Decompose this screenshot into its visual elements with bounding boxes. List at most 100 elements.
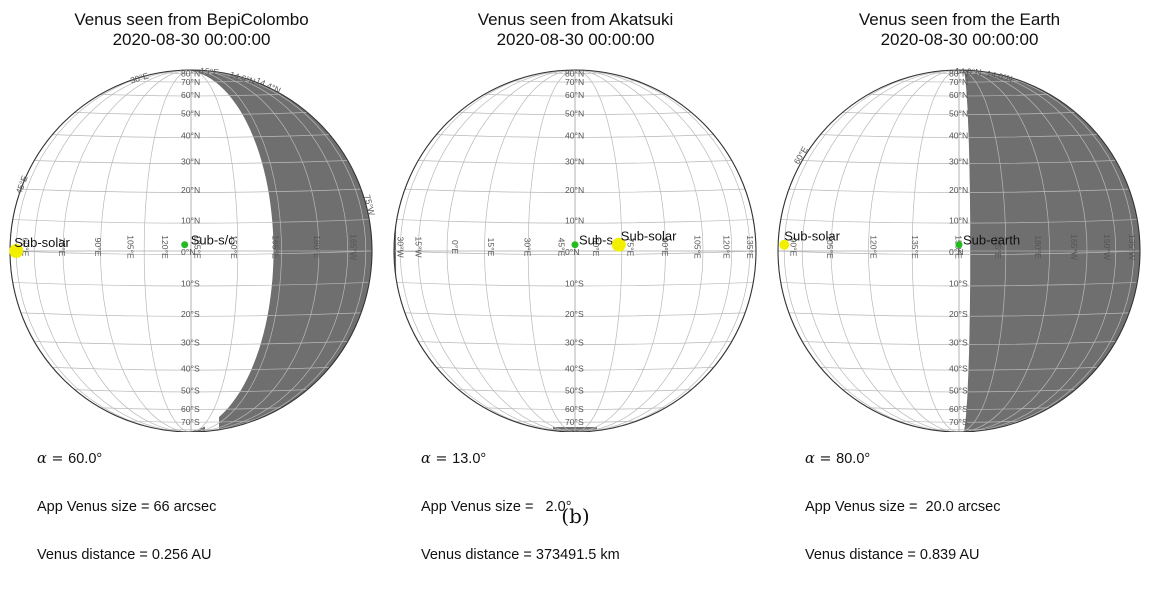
apparent-size: App Venus size = 66 arcsec xyxy=(37,499,217,515)
lat-label: 40°S xyxy=(949,363,968,373)
limb-label: 15°E xyxy=(200,66,220,78)
lat-label: 30°N xyxy=(949,157,968,167)
lat-label: 40°S xyxy=(181,363,200,373)
lat-label: 50°N xyxy=(181,108,200,118)
venus-globe-bepicolombo: 80°N70°N 60°N 50°N 40°N 30°N 20°N 10°N 0°N 10°S 2… xyxy=(9,66,377,432)
lat-label: 10°N xyxy=(181,216,200,226)
lat-label: 10°S xyxy=(565,278,584,288)
lat-label: 60°S xyxy=(565,404,584,414)
lon-label: 30°W xyxy=(396,236,406,258)
venus-globe-akatsuki: 80°N70°N 60°N 50°N 40°N 30°N 20°N 10°N 0°N 10°S 2… xyxy=(393,69,757,432)
panel-datetime: 2020-08-30 00:00:00 xyxy=(496,30,655,49)
limb xyxy=(393,69,757,432)
lat-label: 80°N xyxy=(181,69,200,79)
lon-label: 15°E xyxy=(486,238,496,257)
lon-label: 165°W xyxy=(348,234,358,261)
lat-label: 40°S xyxy=(565,363,584,373)
lat-label: 40°N xyxy=(565,131,584,141)
lat-label: 50°S xyxy=(565,386,584,396)
point-label: Sub-solar xyxy=(14,235,70,250)
panel-title: Venus seen from Akatsuki xyxy=(477,10,674,29)
phase-angle: α = 80.0° xyxy=(805,451,1000,467)
phase-angle: α = 13.0° xyxy=(421,451,620,467)
lat-label: 80°N xyxy=(949,69,968,79)
lat-label: 10°N xyxy=(949,216,968,226)
lat-label: 50°S xyxy=(181,386,200,396)
lon-label: 165°E xyxy=(270,235,280,259)
lon-label: 60°E xyxy=(591,238,601,257)
lat-label: 20°S xyxy=(949,309,968,319)
apparent-size: App Venus size = 20.0 arcsec xyxy=(805,499,1001,515)
panel-datetime: 2020-08-30 00:00:00 xyxy=(112,30,271,49)
alpha-value: 60.0° xyxy=(68,451,103,467)
limb-label: 14.0°N xyxy=(955,66,982,77)
lon-label: 105°E xyxy=(126,235,136,259)
lon-label: 105°E xyxy=(825,235,835,259)
point-marker xyxy=(571,241,579,249)
point-label: Sub-solar xyxy=(784,229,840,244)
lat-label: 0°N xyxy=(565,247,579,257)
limb xyxy=(777,69,1141,432)
lat-label: 20°N xyxy=(949,185,968,195)
lat-label: 30°S xyxy=(949,338,968,348)
panel-title: Venus seen from BepiColombo xyxy=(74,10,309,29)
lon-label: 180°E xyxy=(312,235,322,259)
lat-label: 50°S xyxy=(949,386,968,396)
lat-label: 10°N xyxy=(565,216,584,226)
lat-label: 30°S xyxy=(181,338,200,348)
lon-label: 165°E xyxy=(993,235,1003,259)
graticule xyxy=(778,70,1140,432)
alpha-value: 13.0° xyxy=(452,451,487,467)
lat-label: 40°N xyxy=(949,131,968,141)
venus-distance: Venus distance = 0.839 AU xyxy=(805,547,980,563)
phase-angle: α = 60.0° xyxy=(37,451,216,467)
lat-label: 0°N xyxy=(949,247,963,257)
lon-label: 90°E xyxy=(789,238,799,257)
lon-label: 75°E xyxy=(626,238,636,257)
lon-label: 135°E xyxy=(910,235,920,259)
lon-label: 120°E xyxy=(160,235,170,259)
venus-distance: Venus distance = 373491.5 km xyxy=(421,547,620,563)
apparent-size: App Venus size = 2.0° xyxy=(421,499,572,515)
lat-label: 70°N xyxy=(949,77,968,87)
point-marker xyxy=(779,239,790,250)
lat-label: 60°S xyxy=(181,404,200,414)
lon-label: 135°E xyxy=(193,235,203,259)
point-label: Sub-s xyxy=(579,233,613,248)
panel-datetime: 2020-08-30 00:00:00 xyxy=(880,30,1039,49)
point-marker xyxy=(181,241,189,249)
venus-globe-earth: 80°N70°N 60°N 50°N 40°N 30°N 20°N 10°N 0°N 10°S 2… xyxy=(777,66,1141,432)
lon-label: 90°E xyxy=(660,238,670,257)
lon-label: 90°E xyxy=(93,238,103,257)
point-marker xyxy=(955,241,963,249)
lon-label: 120°E xyxy=(868,235,878,259)
lat-label: 70°S xyxy=(565,417,584,427)
lon-label: 15°W xyxy=(414,236,424,258)
lat-label: 70°S xyxy=(181,417,200,427)
alpha-value: 80.0° xyxy=(836,451,871,467)
point-marker xyxy=(9,244,24,258)
lat-label: 50°N xyxy=(565,108,584,118)
lat-label: 20°N xyxy=(565,185,584,195)
lat-label: 30°N xyxy=(565,157,584,167)
lon-label: 30°E xyxy=(522,238,532,257)
point-label: Sub-solar xyxy=(621,229,677,244)
lon-label: 150°W xyxy=(1102,234,1112,261)
lon-label: 75°E xyxy=(57,238,67,257)
lon-label: 120°E xyxy=(721,235,731,259)
lon-label: 135°E xyxy=(745,235,755,259)
lat-label: 60°N xyxy=(565,90,584,100)
alpha-label: α = xyxy=(805,451,837,467)
lat-label: 10°S xyxy=(181,278,200,288)
lat-label: 20°S xyxy=(181,309,200,319)
lat-label: 70°S xyxy=(949,417,968,427)
lat-label: 60°S xyxy=(949,404,968,414)
lon-label: 180°E xyxy=(1033,235,1043,259)
venus-distance: Venus distance = 0.256 AU xyxy=(37,547,212,563)
lon-label: 105°E xyxy=(693,235,703,259)
lat-label: 30°S xyxy=(565,338,584,348)
lon-label: 135°W xyxy=(1127,234,1137,261)
lat-label: 60°N xyxy=(949,90,968,100)
panel-bepicolombo: Venus seen from BepiColombo 2020-08-30 0… xyxy=(0,0,383,563)
lat-label: 70°N xyxy=(181,77,200,87)
